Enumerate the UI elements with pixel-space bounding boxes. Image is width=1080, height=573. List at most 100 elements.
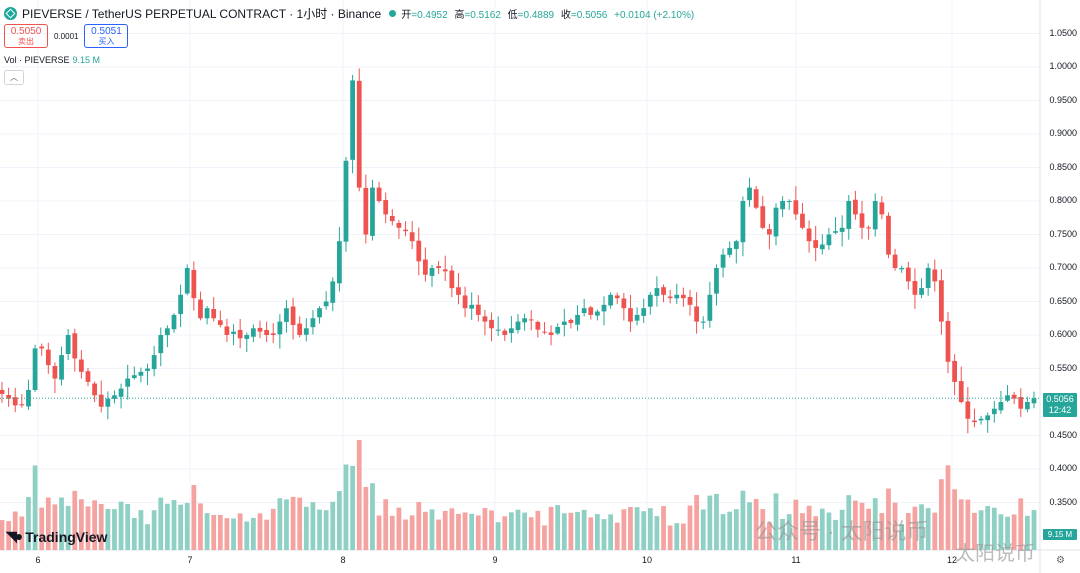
volume-bar	[978, 510, 984, 550]
candle-body	[462, 295, 468, 309]
volume-bar	[945, 465, 951, 550]
volume-bar	[125, 503, 131, 550]
candle-body	[310, 318, 316, 328]
candle-body	[45, 349, 51, 366]
candle-body	[932, 269, 938, 282]
volume-bar	[270, 508, 276, 550]
candle-body	[859, 213, 865, 228]
volume-bar	[515, 509, 521, 550]
buy-button[interactable]: 0.5051 买入	[84, 24, 129, 48]
candle-body	[131, 375, 137, 378]
candle-body	[925, 268, 931, 288]
candle-body	[647, 294, 653, 307]
volume-bar	[528, 517, 534, 550]
candle-body	[290, 306, 296, 325]
candle-body	[297, 323, 303, 335]
volume-bar	[251, 517, 256, 550]
y-tick-label: 0.6000	[1049, 329, 1077, 339]
settings-icon[interactable]: ⚙	[1056, 555, 1065, 566]
volume-bar	[905, 513, 911, 550]
volume-bar	[641, 511, 647, 550]
volume-bar	[714, 493, 719, 550]
candle-body	[846, 201, 852, 229]
volume-bar	[26, 497, 31, 550]
candle-body	[740, 201, 746, 243]
volume-bar	[654, 516, 660, 550]
volume-bar	[118, 501, 124, 550]
volume-bar	[383, 499, 389, 550]
candle-body	[19, 404, 25, 406]
candle-body	[423, 259, 428, 275]
volume-bar	[892, 502, 898, 550]
volume-bar	[138, 510, 144, 550]
candle-body	[634, 314, 640, 321]
candle-body	[1011, 394, 1017, 399]
candle-body	[52, 366, 58, 379]
volume-bar	[859, 502, 865, 550]
volume-bar	[733, 509, 739, 550]
candle-body	[112, 395, 117, 399]
volume-bar	[747, 502, 752, 550]
candle-body	[489, 319, 494, 329]
candle-body	[32, 348, 38, 390]
candle-body	[661, 287, 666, 295]
candle-body	[1005, 395, 1010, 401]
volume-bar	[297, 497, 303, 550]
candle-body	[429, 268, 435, 276]
volume-bar	[224, 518, 230, 550]
volume-bar	[674, 523, 680, 550]
volume-bar	[462, 512, 468, 550]
candle-body	[535, 321, 541, 330]
candle-body	[608, 294, 613, 306]
volume-bar	[588, 517, 594, 550]
volume-bar	[92, 500, 97, 550]
volume-bar	[568, 512, 574, 550]
candle-body	[542, 331, 547, 333]
volume-bar	[303, 506, 309, 550]
volume-bar	[806, 505, 812, 550]
candle-body	[330, 281, 336, 303]
candle-body	[681, 294, 686, 299]
candle-body	[26, 389, 31, 407]
volume-bar	[442, 510, 448, 550]
collapse-legend-icon[interactable]: ︿	[4, 70, 24, 85]
volume-bar	[376, 515, 382, 550]
candle-body	[853, 199, 858, 215]
volume-bar	[456, 513, 461, 550]
candle-body	[601, 304, 607, 312]
volume-bar	[105, 508, 111, 550]
volume-bar	[85, 506, 91, 550]
candle-body	[833, 231, 838, 233]
volume-bar	[581, 509, 587, 550]
candle-body	[780, 201, 785, 210]
sell-button[interactable]: 0.5050 卖出	[4, 24, 48, 48]
volume-bar	[184, 502, 190, 550]
symbol-title[interactable]: PIEVERSE / TetherUS PERPETUAL CONTRACT ·…	[22, 6, 382, 21]
volume-bar	[436, 519, 441, 550]
candle-body	[978, 418, 984, 421]
candle-body	[145, 368, 150, 371]
x-tick-label: 8	[340, 555, 346, 565]
candle-body	[217, 320, 223, 325]
volume-bar	[6, 521, 11, 550]
candle-body	[363, 187, 369, 235]
volume-bar	[264, 519, 269, 550]
volume-bar	[191, 484, 197, 550]
candle-body	[469, 304, 475, 309]
tradingview-logo[interactable]: ◥● TradingView	[6, 528, 108, 545]
candle-body	[436, 266, 441, 268]
volume-bar	[535, 510, 541, 550]
volume-bar	[1018, 498, 1024, 550]
candle-body	[991, 408, 997, 415]
y-tick-label: 1.0500	[1049, 27, 1077, 38]
candle-body	[727, 247, 733, 255]
candle-body	[403, 229, 408, 232]
x-tick-label: 7	[187, 555, 193, 565]
volume-bar	[952, 489, 957, 550]
candle-body	[191, 269, 197, 299]
volume-bar	[19, 516, 25, 550]
candle-body	[251, 328, 256, 337]
candle-body	[12, 397, 18, 406]
candle-body	[118, 388, 124, 397]
